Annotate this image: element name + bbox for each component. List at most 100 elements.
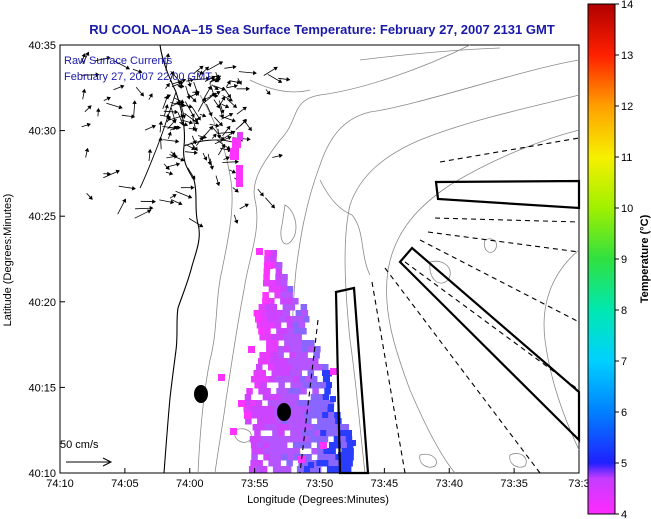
sst-pixel [304,442,312,449]
sst-pixel [246,388,253,395]
contour-line [359,47,501,61]
colorbar-tick-label: 14 [621,0,633,11]
sst-pixel [312,424,320,431]
current-vector-head [169,171,174,176]
radar-beam [384,267,541,474]
sst-pixel [274,412,281,419]
colorbar-ticks: 4 5 6 7 8 9 10 11 12 13 14 [615,0,633,519]
current-vector-head [231,118,236,123]
sst-pixel [256,460,263,467]
radar-beam-outlines [334,179,581,475]
sst-pixel [250,442,258,449]
sst-pixel [277,352,284,359]
current-vector-head [192,98,197,103]
chart-title: RU COOL NOAA–15 Sea Surface Temperature:… [89,22,555,37]
sst-pixel [238,400,245,407]
sst-pixel [266,262,273,269]
current-vector-head [214,93,219,98]
sst-pixel [253,370,260,377]
sst-pixel [265,352,272,359]
sst-pixel [328,442,336,449]
sst-pixel [314,430,321,437]
current-vector-head [226,80,231,85]
sst-pixel [274,322,282,329]
sst-pixel [338,430,345,437]
sst-pixel [230,428,237,435]
sst-pixel [323,418,330,425]
sst-pixel [271,370,278,377]
sst-pixel [341,454,348,461]
current-vector-head [148,93,153,98]
sst-pixel [270,304,278,311]
sst-pixel [275,274,282,281]
contour-line [214,44,471,474]
sst-pixel [251,448,258,455]
sst-pixel [350,440,356,446]
sst-pixel [296,340,303,347]
sst-pixel [290,346,297,353]
current-vector-head [204,66,209,71]
current-vector-head [206,76,211,81]
sst-pixel [295,370,302,377]
sst-pixel [342,458,348,464]
sst-pixel [256,376,264,383]
sst-pixel [288,358,295,365]
sst-pixel [330,424,338,431]
sst-pixel [262,412,269,419]
sst-pixel [332,466,340,473]
sst-pixel [274,460,281,467]
radar-beam [434,217,580,223]
current-vector-head [165,165,170,170]
sst-pixel [267,436,275,443]
sst-pixel [280,286,288,293]
current-vector-head [188,120,194,125]
sst-pixel [305,418,312,425]
x-tick-label: 73:35 [500,478,528,490]
sst-pixel [322,460,329,467]
current-vector-head [234,188,239,193]
current-vector-head [218,61,224,66]
sst-pixel [298,322,306,329]
sst-pixel [291,436,299,443]
sst-pixel [317,418,324,425]
sst-pixel [291,316,298,323]
current-vector-head [187,83,192,88]
sst-pixel [328,460,335,467]
current-vector-head [214,86,219,91]
sst-pixel [327,400,335,407]
sst-pixel [304,466,310,472]
sst-pixel [252,424,260,431]
sst-pixel [286,376,294,383]
current-vector-head [138,69,143,74]
sst-pixel [270,250,277,257]
sst-pixel [290,382,297,389]
sst-pixel [302,346,309,353]
sst-pixel [280,394,288,401]
current-vector-head [88,195,93,200]
current-vector-head [212,133,217,138]
current-vector-head [203,156,208,161]
current-vector-head [226,125,231,131]
sst-pixel [261,406,268,413]
current-vector-head [177,125,182,130]
current-vector-head [225,156,230,161]
sst-pixel [323,454,330,461]
sst-pixel [310,376,318,383]
sst-pixel [300,328,307,335]
sst-pixel [271,334,278,341]
currents-label: Raw Surface Currents [64,55,173,67]
current-vector-head [158,120,164,125]
map-content: Raw Surface Currents February 27, 2007 2… [60,44,581,475]
radar-beam [404,261,580,391]
sst-pixel [320,442,327,449]
sst-pixel [280,364,287,371]
sst-pixel [272,466,280,473]
sst-pixel [287,454,294,461]
sst-pixel [262,298,269,305]
sst-pixel [298,376,306,383]
contour-line [543,249,580,451]
station-marker [194,385,208,403]
sst-pixel [262,322,270,329]
current-vector-head [218,121,223,127]
sst-pixel [269,280,276,287]
